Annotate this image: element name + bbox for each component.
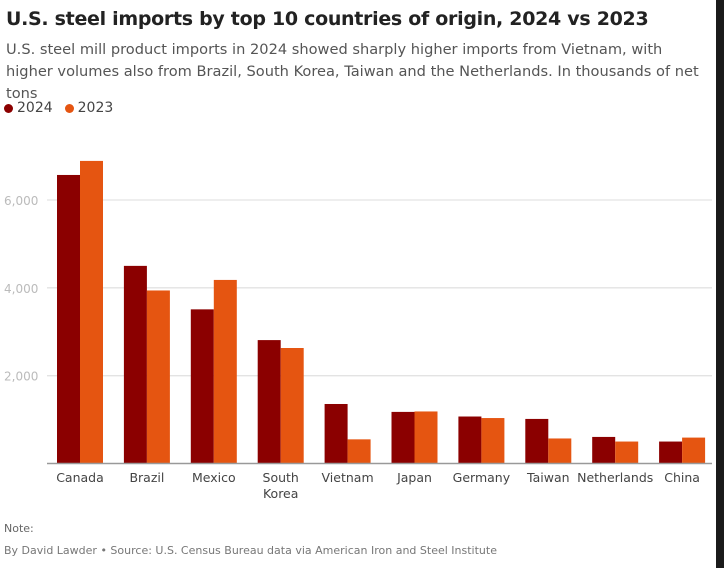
y-tick-label: 6,000 xyxy=(4,194,38,208)
x-tick-label: Canada xyxy=(56,470,104,485)
bar-chart: 2,000 4,000 6,000 Canada Brazil Mexico SouthKo… xyxy=(4,160,712,501)
bar-2024-germany xyxy=(458,416,482,464)
x-tick-label: Netherlands xyxy=(577,470,653,485)
bar-2024-brazil xyxy=(123,265,147,464)
bar-2024-china xyxy=(659,441,683,464)
bar-2023-china xyxy=(682,437,706,464)
x-tick-label: South xyxy=(263,470,299,485)
x-tick-label: Vietnam xyxy=(322,470,374,485)
x-tick-label: Taiwan xyxy=(526,470,570,485)
bar-2023-germany xyxy=(481,418,505,464)
legend-item-2023: 2023 xyxy=(64,100,114,116)
x-tick-label: Mexico xyxy=(192,470,236,485)
chart-subtitle: U.S. steel mill product imports in 2024 … xyxy=(6,41,699,102)
legend-label: 2023 xyxy=(77,100,114,116)
y-tick-label: 2,000 xyxy=(4,370,38,384)
bar-2023-taiwan xyxy=(548,438,572,464)
bar-2024-canada xyxy=(57,174,80,464)
y-tick-label: 4,000 xyxy=(4,282,38,296)
bar-2024-south-korea xyxy=(257,340,281,464)
x-tick-label: Germany xyxy=(453,470,511,485)
bar-2024-vietnam xyxy=(324,403,348,464)
x-tick-label: China xyxy=(664,470,700,485)
bar-2023-netherlands xyxy=(615,441,639,464)
bar-2024-japan xyxy=(391,411,415,464)
bar-2024-mexico xyxy=(190,309,214,464)
legend: 2024 2023 xyxy=(4,100,113,116)
bar-2024-netherlands xyxy=(592,436,616,464)
bar-2023-brazil xyxy=(146,290,170,464)
source: By David Lawder • Source: U.S. Census Bu… xyxy=(4,544,497,557)
chart-title: U.S. steel imports by top 10 countries o… xyxy=(6,8,649,30)
bar-2023-japan xyxy=(414,411,438,464)
legend-swatch-2024 xyxy=(4,103,13,113)
bar-2023-canada xyxy=(80,160,103,464)
x-tick-label: Korea xyxy=(263,486,298,501)
bar-2023-mexico xyxy=(213,279,237,464)
legend-label: 2024 xyxy=(17,100,53,116)
bar-2023-vietnam xyxy=(347,439,371,464)
legend-item-2024: 2024 xyxy=(4,100,53,116)
x-tick-label: Japan xyxy=(396,470,432,485)
x-tick-label: Brazil xyxy=(129,470,164,485)
bar-2024-taiwan xyxy=(525,418,549,464)
legend-swatch-2023 xyxy=(64,103,74,113)
note: Note: xyxy=(4,522,34,535)
bar-2023-south-korea xyxy=(280,347,304,464)
